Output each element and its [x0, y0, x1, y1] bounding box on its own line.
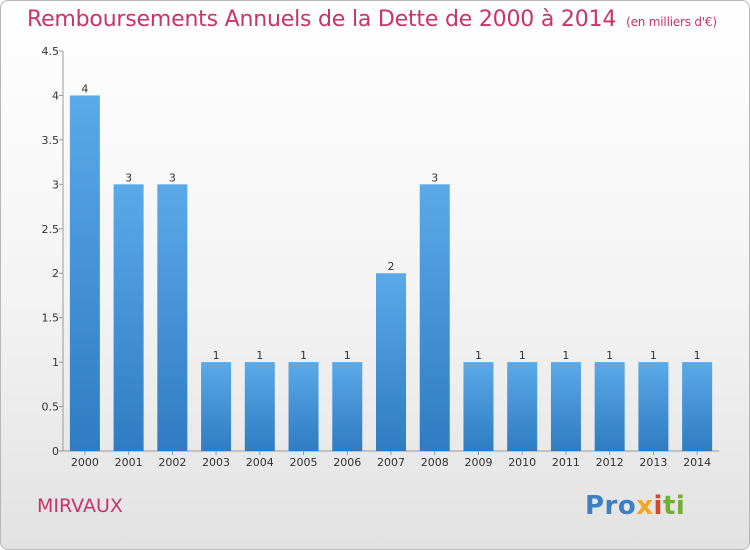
x-tick-label-2010: 2010: [508, 456, 536, 469]
logo-part-3: i: [653, 491, 663, 521]
data-label-2001: 3: [125, 171, 132, 184]
x-tick-label-2014: 2014: [683, 456, 711, 469]
x-tick-label-2008: 2008: [421, 456, 449, 469]
data-label-2012: 1: [606, 349, 613, 362]
y-tick-label: 2.5: [42, 223, 60, 236]
bar-2011: [550, 362, 581, 451]
bar-2008: [419, 184, 450, 452]
bar-2010: [507, 362, 538, 451]
data-label-2003: 1: [213, 349, 220, 362]
bar-2003: [201, 362, 232, 451]
y-tick-label: 2: [52, 267, 59, 280]
data-label-2004: 1: [256, 349, 263, 362]
bar-2004: [244, 362, 275, 451]
bar-2001: [113, 184, 144, 452]
data-label-2002: 3: [169, 171, 176, 184]
logo-part-1: Pro: [585, 491, 637, 521]
data-labels: 4 3 3 1 1 1 1 2 3 1 1 1 1 1 1: [81, 82, 700, 362]
y-tick-label: 1: [52, 356, 59, 369]
data-label-2014: 1: [694, 349, 701, 362]
proxiti-logo: Proxiti: [585, 491, 685, 521]
title-text: Remboursements Annuels de la Dette de 20…: [27, 7, 617, 32]
y-tick-label: 1.5: [42, 312, 60, 325]
bar-2009: [463, 362, 494, 451]
bar-2002: [157, 184, 188, 452]
bar-2006: [332, 362, 363, 451]
x-tick-label-2003: 2003: [202, 456, 230, 469]
data-label-2009: 1: [475, 349, 482, 362]
bar-2013: [638, 362, 669, 451]
bar-2012: [594, 362, 625, 451]
x-tick-label-2001: 2001: [115, 456, 143, 469]
y-tick-label: 3: [52, 178, 59, 191]
y-tick-label: 0: [52, 445, 59, 458]
x-tick-label-2006: 2006: [333, 456, 361, 469]
x-tick-label-2004: 2004: [246, 456, 274, 469]
x-tick-label-2011: 2011: [552, 456, 580, 469]
bars: [69, 95, 713, 452]
commune-name: MIRVAUX: [37, 495, 123, 517]
data-label-2000: 4: [81, 82, 88, 95]
bar-2000: [69, 95, 100, 451]
data-label-2007: 2: [388, 260, 395, 273]
logo-part-4: ti: [662, 491, 686, 521]
data-label-2010: 1: [519, 349, 526, 362]
bar-2005: [288, 362, 319, 451]
data-label-2005: 1: [300, 349, 307, 362]
x-tick-label-2002: 2002: [158, 456, 186, 469]
x-tick-label-2005: 2005: [290, 456, 318, 469]
y-tick-label: 4: [52, 89, 59, 102]
title-unit: (en milliers d'€): [626, 15, 717, 29]
y-tick-label: 0.5: [42, 401, 60, 414]
x-tick-label-2012: 2012: [596, 456, 624, 469]
x-tick-label-2000: 2000: [71, 456, 99, 469]
data-label-2006: 1: [344, 349, 351, 362]
x-tick-label-2013: 2013: [639, 456, 667, 469]
x-tick-label-2009: 2009: [464, 456, 492, 469]
bar-2007: [376, 273, 406, 451]
chart-title: Remboursements Annuels de la Dette de 20…: [27, 7, 717, 32]
x-tick-label-2007: 2007: [377, 456, 405, 469]
logo-part-2: x: [636, 491, 654, 521]
y-tick-label: 3.5: [42, 134, 60, 147]
data-label-2008: 3: [431, 171, 438, 184]
bar-2014: [682, 362, 713, 451]
data-label-2011: 1: [562, 349, 569, 362]
y-tick-label: 4.5: [42, 45, 60, 58]
data-label-2013: 1: [650, 349, 657, 362]
axes: 0 0.5 1 1.5 2 2.5 3 3.5 4 4.5 2000 2001 2002 2003 2004…: [42, 45, 719, 469]
